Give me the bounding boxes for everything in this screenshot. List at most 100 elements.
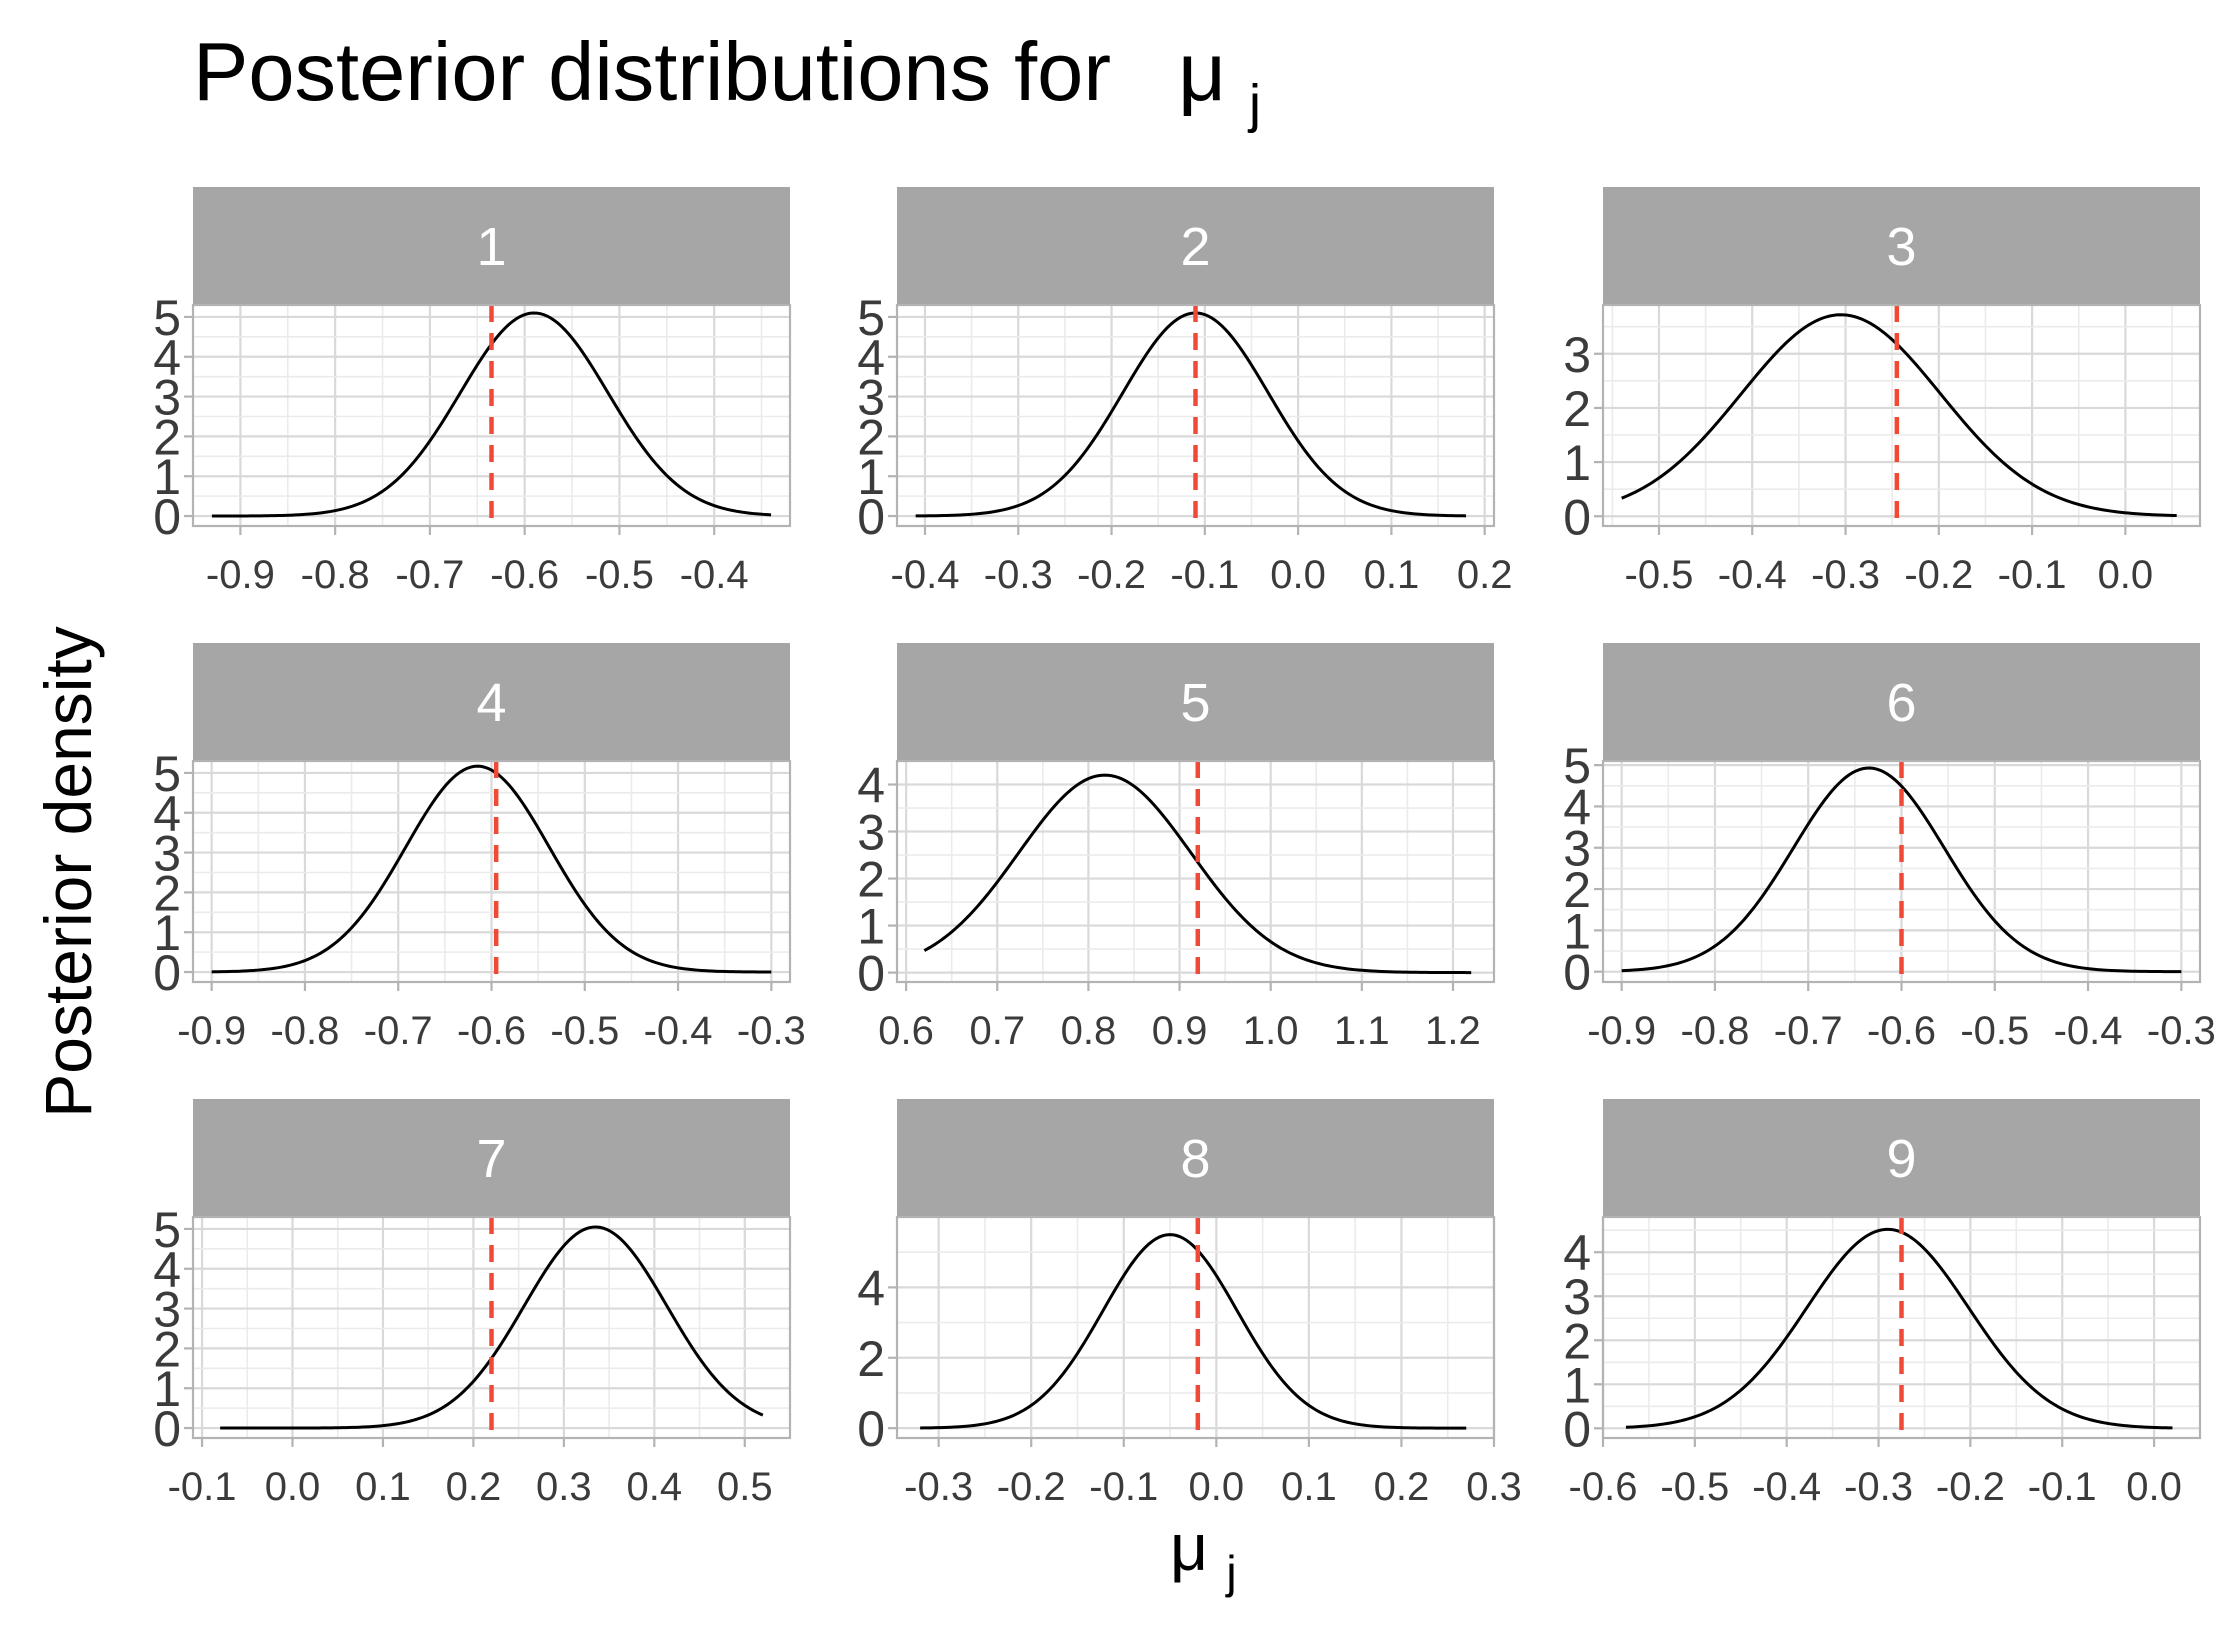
panel-5-xtick-label: 1.1 xyxy=(1334,1009,1390,1053)
panel-4-ytick-label: 0 xyxy=(153,945,181,1001)
panel-5-ytick-label: 2 xyxy=(857,852,885,908)
panel-6-strip xyxy=(1603,643,2200,761)
panel-7-ytick-label: 5 xyxy=(153,1202,181,1258)
panel-8-ytick-label: 0 xyxy=(857,1401,885,1457)
panel-9-border xyxy=(1601,1215,2202,1440)
panel-7-ytick-label: 0 xyxy=(153,1401,181,1457)
panel-4-xtick-label: -0.8 xyxy=(270,1009,339,1053)
panel-4-grid xyxy=(193,761,790,982)
chart-title-subscript: j xyxy=(1247,74,1261,134)
panel-3-xtick-label: -0.3 xyxy=(1811,553,1880,597)
panel-3-ytick-label: 0 xyxy=(1563,489,1591,545)
panel-6-ytick-label: 0 xyxy=(1563,945,1591,1001)
panel-6-xtick-label: -0.7 xyxy=(1774,1009,1843,1053)
panel-7-xtick-label: 0.5 xyxy=(717,1465,773,1509)
panel-6-xtick-label: -0.3 xyxy=(2147,1009,2216,1053)
panel-1-ytick-label: 2 xyxy=(153,409,181,465)
panel-5-ytick-label: 1 xyxy=(857,899,885,955)
panel-9-density-curve xyxy=(1625,1227,2173,1430)
panel-4-xtick-label: -0.9 xyxy=(177,1009,246,1053)
panel-7-ytick-label: 3 xyxy=(153,1282,181,1338)
x-axis-title-subscript: j xyxy=(1224,1546,1236,1598)
panel-2-xtick-label: -0.4 xyxy=(891,553,960,597)
panel-6-xtick-label: -0.8 xyxy=(1680,1009,1749,1053)
panel-6-xtick-label: -0.9 xyxy=(1587,1009,1656,1053)
panel-2-xtick-label: 0.0 xyxy=(1270,553,1326,597)
panel-3-grid xyxy=(1603,305,2200,526)
panel-9-xtick-label: -0.3 xyxy=(1844,1465,1913,1509)
panel-7-strip-label: 7 xyxy=(476,1129,506,1189)
panel-2-ytick-label: 5 xyxy=(857,290,885,346)
panel-9-strip xyxy=(1603,1099,2200,1217)
panel-6-ytick-label: 4 xyxy=(1563,779,1591,835)
panel-8-strip xyxy=(897,1099,1494,1217)
panel-4-density-curve xyxy=(211,764,772,974)
panel-9-xtick-label: -0.4 xyxy=(1752,1465,1821,1509)
panel-2-xtick-label: 0.2 xyxy=(1457,553,1513,597)
panel-5-grid xyxy=(897,760,1494,982)
panel-3-strip xyxy=(1603,187,2200,305)
panel-8-xtick-label: -0.2 xyxy=(997,1465,1066,1509)
panel-2-xtick-label: 0.1 xyxy=(1364,553,1420,597)
panel-1-strip-label: 1 xyxy=(476,217,506,277)
panel-1-ytick-label: 4 xyxy=(153,330,181,386)
panel-8-xtick-label: -0.3 xyxy=(904,1465,973,1509)
panel-3-xtick-label: -0.5 xyxy=(1625,553,1694,597)
panel-5-strip-label: 5 xyxy=(1180,673,1210,733)
panel-5-xtick-label: 0.6 xyxy=(878,1009,934,1053)
panel-1-ytick-label: 3 xyxy=(153,370,181,426)
panel-3-xtick-label: 0.0 xyxy=(2098,553,2154,597)
panel-4-ytick-label: 1 xyxy=(153,905,181,961)
y-axis-title: Posterior density xyxy=(31,626,105,1118)
panel-8-xtick-label: 0.3 xyxy=(1466,1465,1522,1509)
panel-8-border xyxy=(895,1215,1496,1440)
panel-2-ytick-label: 1 xyxy=(857,449,885,505)
panel-5-xtick-label: 0.8 xyxy=(1061,1009,1117,1053)
panel-9-ytick-label: 4 xyxy=(1563,1225,1591,1281)
panel-8-ytick-label: 2 xyxy=(857,1331,885,1387)
panel-1-xtick-label: -0.7 xyxy=(395,553,464,597)
panel-7-strip xyxy=(193,1099,790,1217)
panel-4-ytick-label: 2 xyxy=(153,865,181,921)
panel-5-xtick-label: 1.0 xyxy=(1243,1009,1299,1053)
chart-title-text: Posterior distributions for xyxy=(193,25,1111,118)
panel-3-strip-label: 3 xyxy=(1886,217,1916,277)
panel-4-xtick-label: -0.5 xyxy=(550,1009,619,1053)
panel-8-strip-label: 8 xyxy=(1180,1129,1210,1189)
panel-6-xtick-label: -0.5 xyxy=(1960,1009,2029,1053)
panel-9-strip-label: 9 xyxy=(1886,1129,1916,1189)
panel-2-ytick-label: 2 xyxy=(857,409,885,465)
panel-1-xtick-label: -0.8 xyxy=(301,553,370,597)
panel-7-xtick-label: 0.3 xyxy=(536,1465,592,1509)
panel-8: 8 0 2 4 -0.3 -0.2 -0.1 0.0 0.1 0.2 0.3 xyxy=(857,1099,1522,1509)
panel-7-xtick-label: -0.1 xyxy=(168,1465,237,1509)
panel-7-ytick-label: 4 xyxy=(153,1242,181,1298)
panel-9-xtick-label: -0.5 xyxy=(1660,1465,1729,1509)
panel-1-ytick-label: 0 xyxy=(153,489,181,545)
panel-2-strip xyxy=(897,187,1494,305)
panel-5-ytick-label: 3 xyxy=(857,805,885,861)
panel-6-ytick-label: 5 xyxy=(1563,738,1591,794)
panel-5-strip xyxy=(897,643,1494,761)
panel-5-xtick-label: 0.7 xyxy=(969,1009,1025,1053)
panel-6-ytick-label: 3 xyxy=(1563,821,1591,877)
panel-4-xtick-label: -0.3 xyxy=(737,1009,806,1053)
panel-2-ytick-label: 0 xyxy=(857,489,885,545)
panel-5-ytick-label: 0 xyxy=(857,946,885,1002)
panel-2-xtick-label: -0.3 xyxy=(984,553,1053,597)
panel-1-grid xyxy=(192,305,790,526)
panel-6-strip-label: 6 xyxy=(1886,673,1916,733)
x-axis-title-symbol: μ xyxy=(1170,1510,1208,1584)
panel-7-ytick-label: 1 xyxy=(153,1361,181,1417)
panel-4-ytick-label: 5 xyxy=(153,746,181,802)
panel-3-density-curve xyxy=(1621,313,2177,518)
panel-3-xtick-label: -0.2 xyxy=(1904,553,1973,597)
panel-7-xtick-label: 0.4 xyxy=(627,1465,683,1509)
panel-8-density-curve xyxy=(920,1233,1467,1430)
panel-1-xtick-label: -0.9 xyxy=(206,553,275,597)
